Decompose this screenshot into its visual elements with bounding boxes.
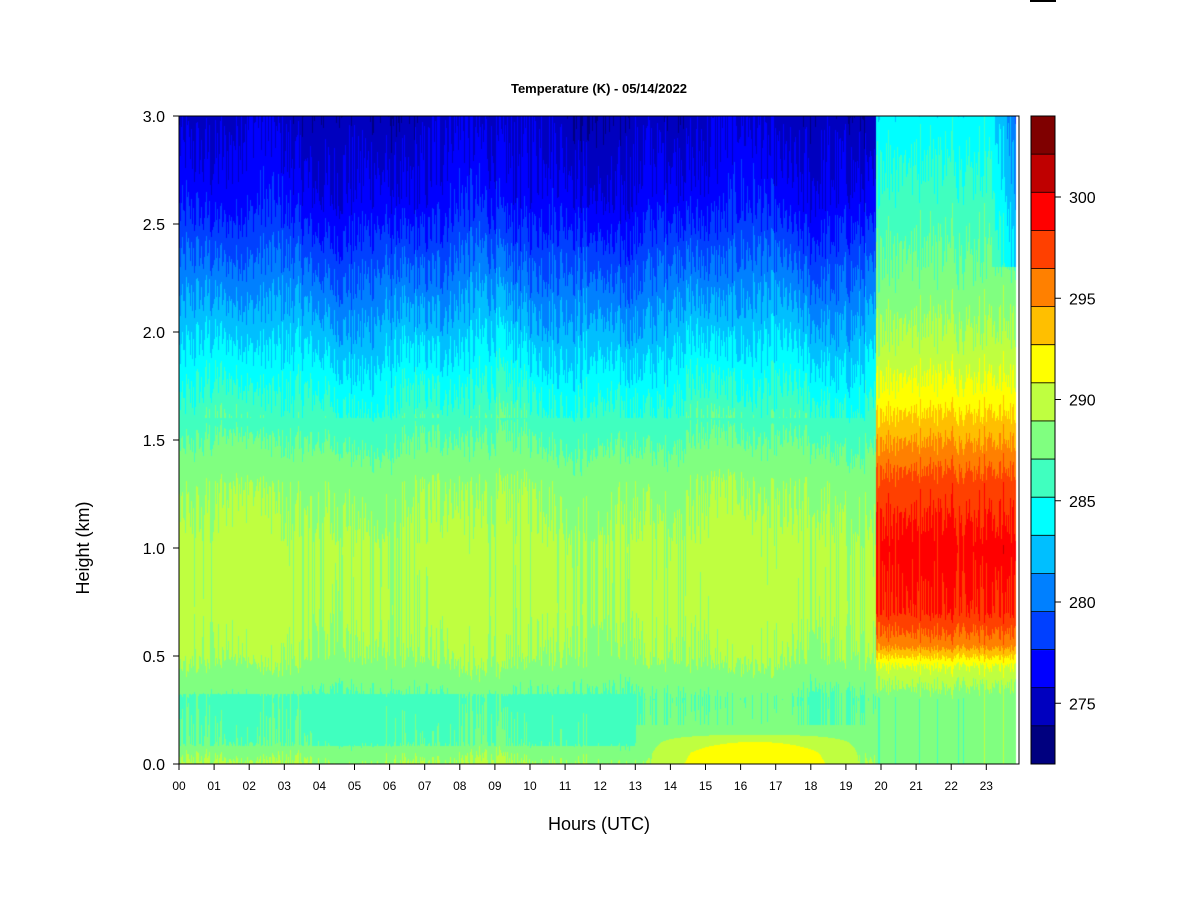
colorbar-band xyxy=(1031,306,1055,346)
colorbar-tick-label: 300 xyxy=(1069,190,1096,207)
x-tick-label: 13 xyxy=(629,779,643,793)
x-tick-label: 12 xyxy=(594,779,608,793)
colorbar-tick-label: 275 xyxy=(1069,696,1096,713)
x-axis: 00 01 02 03 04 05 06 07 08 09 10 11 12 13 14 15 16 17 18 19… xyxy=(172,764,993,793)
y-tick-label: 0.5 xyxy=(143,649,165,666)
colorbar-band xyxy=(1031,649,1055,689)
colorbar-band xyxy=(1031,154,1055,193)
x-tick-label: 06 xyxy=(383,779,397,793)
colorbar-band xyxy=(1031,459,1055,498)
colorbar-tick-label: 290 xyxy=(1069,393,1096,410)
chart-title: Temperature (K) - 05/14/2022 xyxy=(511,81,687,96)
colorbar-band xyxy=(1031,687,1055,727)
x-tick-label: 15 xyxy=(699,779,713,793)
x-tick-label: 16 xyxy=(734,779,748,793)
colorbar-band xyxy=(1031,497,1055,536)
x-tick-label: 05 xyxy=(348,779,362,793)
x-tick-label: 10 xyxy=(523,779,537,793)
colorbar: 275 280 285 290 295 300 xyxy=(1030,115,1096,765)
x-tick-label: 03 xyxy=(278,779,292,793)
x-tick-label: 11 xyxy=(559,779,572,793)
y-tick-label: 2.0 xyxy=(143,325,165,342)
y-tick-label: 1.5 xyxy=(143,433,165,450)
x-tick-label: 23 xyxy=(980,779,994,793)
temperature-field-image xyxy=(179,116,1019,764)
colorbar-band xyxy=(1031,192,1055,231)
colorbar-band xyxy=(1031,382,1055,422)
y-tick-label: 0.0 xyxy=(143,757,165,774)
colorbar-tick-label: 285 xyxy=(1069,494,1096,511)
x-tick-label: 08 xyxy=(453,779,467,793)
x-tick-label: 18 xyxy=(804,779,818,793)
y-axis-label: Height (km) xyxy=(73,501,93,594)
x-tick-label: 00 xyxy=(172,779,186,793)
colorbar-band xyxy=(1031,268,1055,308)
x-axis-label: Hours (UTC) xyxy=(548,814,650,834)
colorbar-band xyxy=(1031,420,1055,460)
colorbar-band xyxy=(1031,116,1055,155)
colorbar-band xyxy=(1031,535,1055,574)
x-tick-label: 02 xyxy=(243,779,257,793)
colorbar-frame xyxy=(1030,115,1056,765)
colorbar-band xyxy=(1031,573,1055,613)
x-tick-label: 20 xyxy=(874,779,888,793)
x-tick-label: 09 xyxy=(488,779,502,793)
y-tick-label: 3.0 xyxy=(143,109,165,126)
heatmap-plot-area xyxy=(179,116,1019,764)
x-tick-label: 14 xyxy=(664,779,678,793)
y-tick-label: 2.5 xyxy=(143,217,165,234)
x-tick-label: 22 xyxy=(945,779,959,793)
y-tick-label: 1.0 xyxy=(143,541,165,558)
x-tick-label: 01 xyxy=(207,779,221,793)
colorbar-band xyxy=(1031,344,1055,384)
x-tick-label: 21 xyxy=(909,779,923,793)
colorbar-band xyxy=(1031,611,1055,651)
x-tick-label: 19 xyxy=(839,779,853,793)
colorbar-tick-label: 295 xyxy=(1069,291,1096,308)
x-tick-label: 04 xyxy=(313,779,327,793)
x-tick-label: 17 xyxy=(769,779,783,793)
colorbar-tick-label: 280 xyxy=(1069,595,1096,612)
colorbar-band xyxy=(1031,230,1055,269)
x-tick-label: 07 xyxy=(418,779,432,793)
colorbar-band xyxy=(1031,725,1055,765)
corner-mark xyxy=(1030,0,1056,2)
y-axis: 0.0 0.5 1.0 1.5 2.0 2.5 3.0 xyxy=(143,109,179,774)
